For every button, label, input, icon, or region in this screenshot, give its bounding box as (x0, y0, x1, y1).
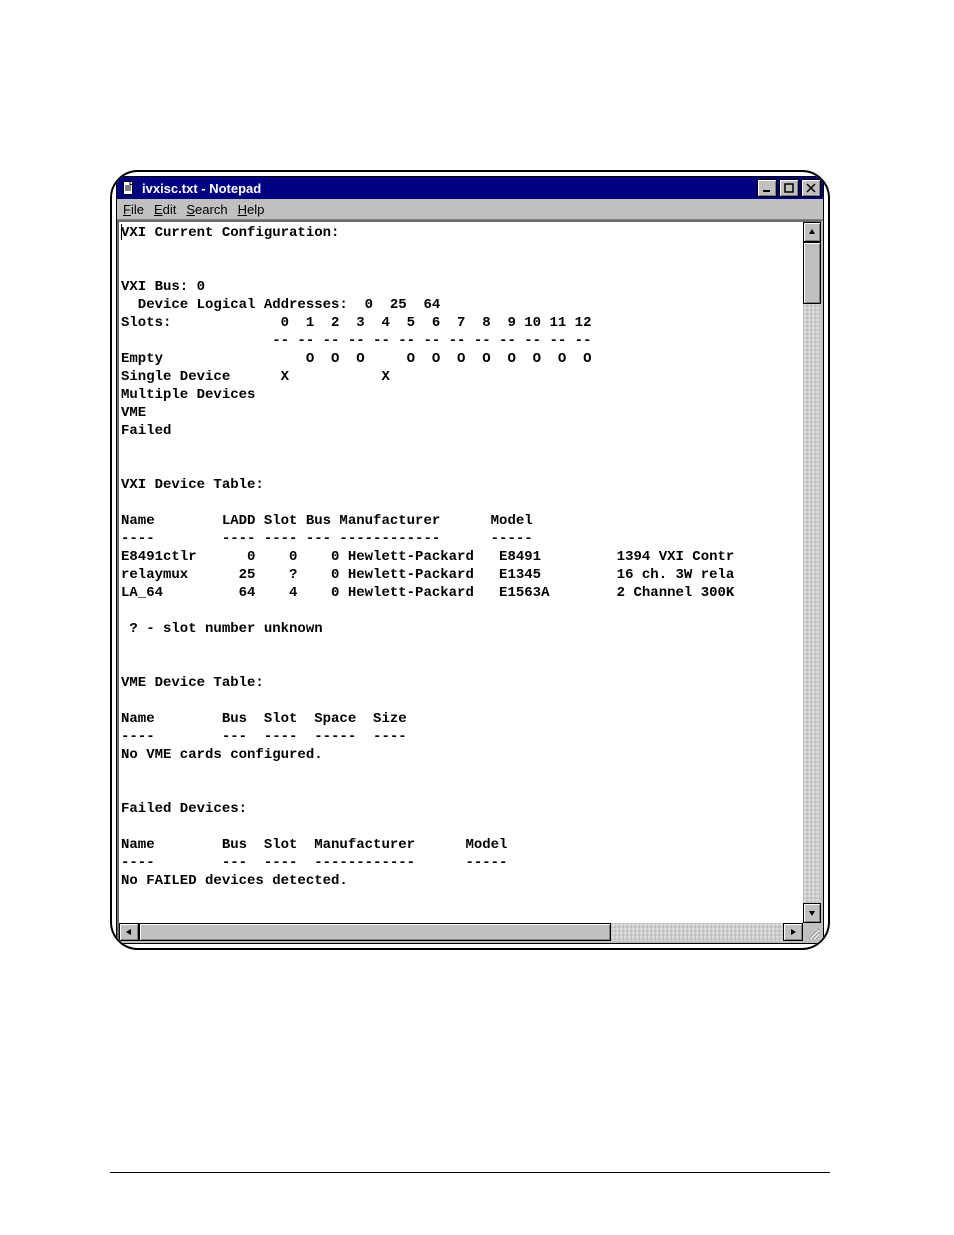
menu-edit[interactable]: Edit (154, 202, 176, 217)
maximize-button[interactable] (779, 179, 799, 197)
window-title: ivxisc.txt - Notepad (142, 181, 755, 196)
vertical-scrollbar[interactable] (803, 222, 821, 923)
text-caret (121, 224, 122, 240)
footer-divider (110, 1172, 830, 1173)
menu-help-label: elp (247, 202, 264, 217)
horizontal-scroll-thumb[interactable] (139, 923, 611, 941)
menu-search[interactable]: Search (186, 202, 227, 217)
menu-file-label: ile (131, 202, 144, 217)
menu-search-label: earch (195, 202, 228, 217)
close-button[interactable] (801, 179, 821, 197)
menu-edit-label: dit (163, 202, 177, 217)
scroll-left-button[interactable] (119, 923, 139, 941)
menu-file[interactable]: File (123, 202, 144, 217)
minimize-button[interactable] (757, 179, 777, 197)
client-area: VXI Current Configuration: VXI Bus: 0 De… (117, 220, 823, 943)
scroll-up-button[interactable] (803, 222, 821, 242)
document-icon (121, 180, 137, 196)
rounded-panel: ivxisc.txt - Notepad File Edit Search He… (110, 170, 830, 950)
resize-grip-icon[interactable] (803, 923, 821, 941)
notepad-window: ivxisc.txt - Notepad File Edit Search He… (116, 176, 824, 944)
scroll-down-button[interactable] (803, 903, 821, 923)
vertical-scroll-thumb[interactable] (803, 242, 821, 304)
titlebar[interactable]: ivxisc.txt - Notepad (117, 177, 823, 199)
menu-help[interactable]: Help (238, 202, 265, 217)
horizontal-scrollbar[interactable] (119, 923, 803, 941)
scroll-right-button[interactable] (783, 923, 803, 941)
text-content[interactable]: VXI Current Configuration: VXI Bus: 0 De… (119, 222, 821, 941)
menubar: File Edit Search Help (117, 199, 823, 220)
